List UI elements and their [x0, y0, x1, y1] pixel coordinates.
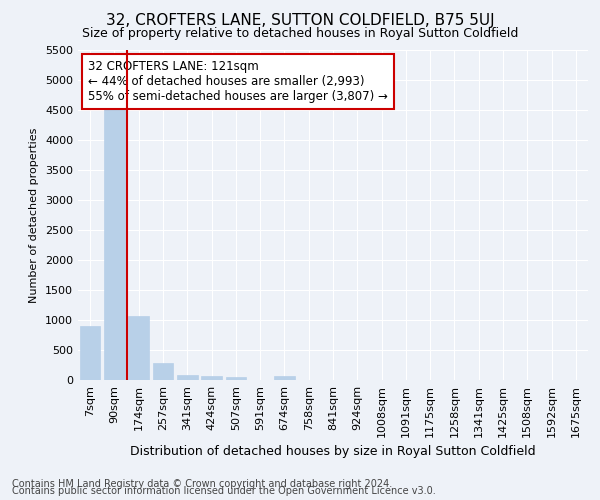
- Bar: [104, 106, 125, 380]
- Text: Contains public sector information licensed under the Open Government Licence v3: Contains public sector information licen…: [12, 486, 436, 496]
- Bar: [274, 376, 295, 380]
- Bar: [152, 363, 173, 380]
- Y-axis label: Number of detached properties: Number of detached properties: [29, 128, 40, 302]
- Bar: [201, 376, 222, 380]
- Text: Size of property relative to detached houses in Royal Sutton Coldfield: Size of property relative to detached ho…: [82, 28, 518, 40]
- X-axis label: Distribution of detached houses by size in Royal Sutton Coldfield: Distribution of detached houses by size …: [130, 445, 536, 458]
- Bar: [226, 376, 246, 380]
- Bar: [128, 316, 149, 380]
- Text: 32 CROFTERS LANE: 121sqm
← 44% of detached houses are smaller (2,993)
55% of sem: 32 CROFTERS LANE: 121sqm ← 44% of detach…: [88, 60, 388, 103]
- Text: Contains HM Land Registry data © Crown copyright and database right 2024.: Contains HM Land Registry data © Crown c…: [12, 479, 392, 489]
- Bar: [80, 326, 100, 380]
- Text: 32, CROFTERS LANE, SUTTON COLDFIELD, B75 5UJ: 32, CROFTERS LANE, SUTTON COLDFIELD, B75…: [106, 12, 494, 28]
- Bar: [177, 375, 197, 380]
